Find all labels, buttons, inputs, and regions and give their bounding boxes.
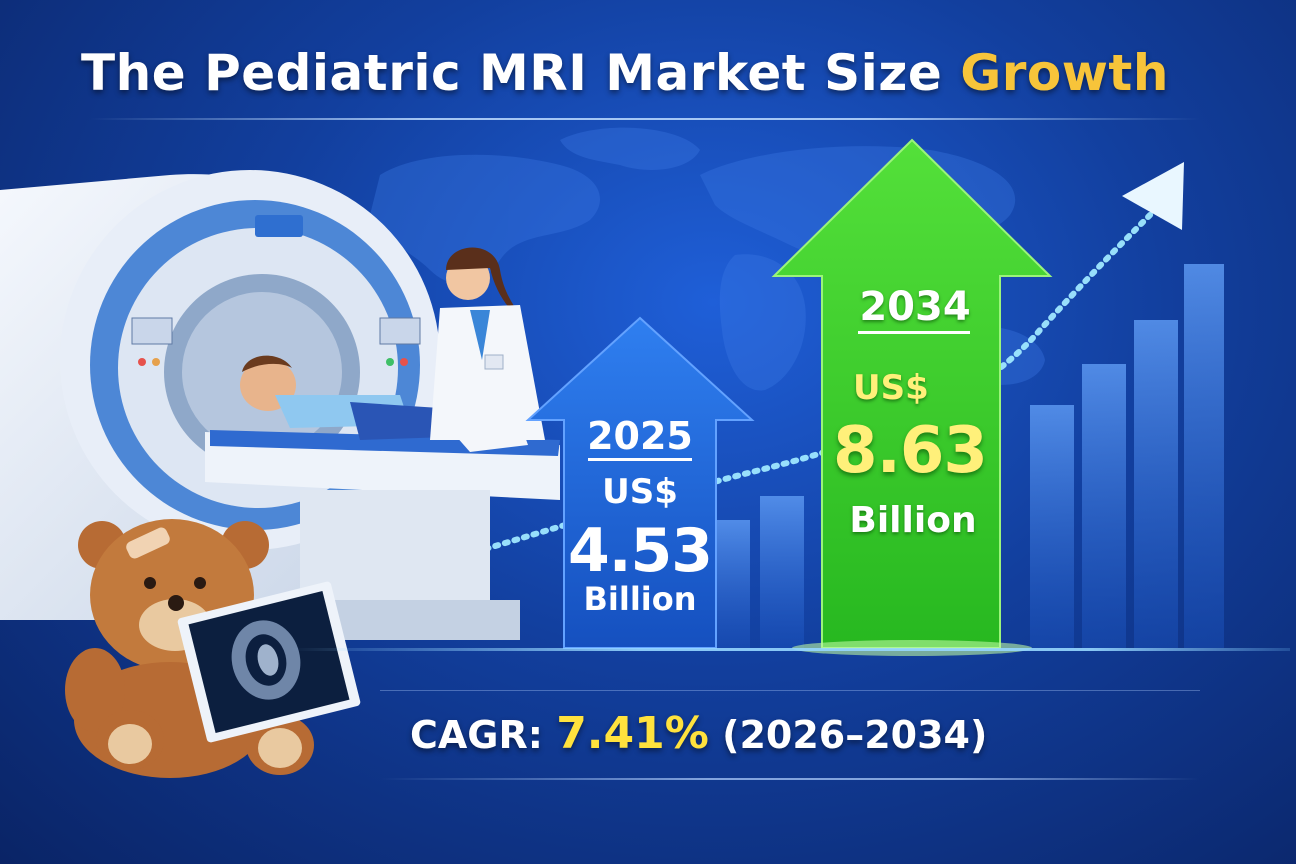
end-currency: US$ [853, 368, 929, 408]
end-year-underline [858, 331, 970, 334]
bg-bar [1082, 364, 1126, 648]
start-unit: Billion [583, 580, 697, 618]
start-year-underline [588, 458, 692, 461]
cagr-statement: CAGR: 7.41% (2026–2034) [410, 708, 1030, 759]
bg-bar [760, 496, 804, 648]
start-value: 4.53 [567, 516, 713, 586]
cagr-divider-bottom [380, 778, 1200, 780]
cagr-range: (2026–2034) [722, 713, 988, 757]
page-title: The Pediatric MRI Market Size Growth [0, 44, 1250, 102]
title-main: The Pediatric MRI Market Size [81, 44, 943, 102]
title-accent: Growth [960, 44, 1169, 102]
start-currency: US$ [602, 472, 678, 512]
cagr-percent: 7.41% [556, 708, 709, 759]
cagr-divider-top [380, 690, 1200, 691]
bg-bar [1134, 320, 1178, 648]
bg-bar [1030, 405, 1074, 648]
floor-glow-line [290, 648, 1290, 651]
bg-bar [1184, 264, 1224, 648]
end-unit: Billion [849, 500, 977, 541]
title-divider [90, 118, 1200, 120]
cagr-label: CAGR: [410, 713, 543, 757]
end-year: 2034 [859, 284, 971, 330]
brain-scan-icon [177, 581, 361, 743]
end-value: 8.63 [833, 414, 988, 488]
start-year: 2025 [587, 414, 693, 458]
